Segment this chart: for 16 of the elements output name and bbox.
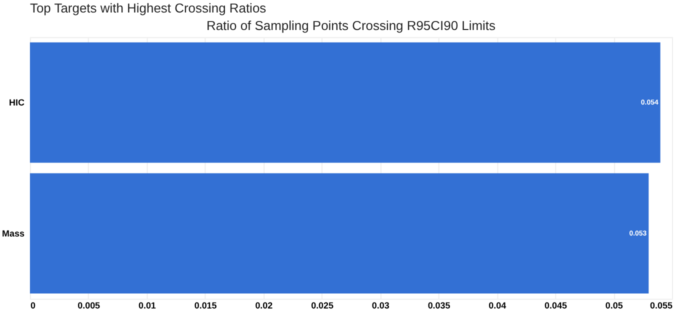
x-tick-label: 0.055: [650, 300, 673, 310]
x-tick-label: 0.03: [372, 300, 390, 310]
x-tick-label: 0.04: [488, 300, 506, 310]
x-tick-label: 0: [30, 300, 36, 310]
x-tick-label: 0.045: [544, 300, 568, 310]
x-tick-label: 0.01: [138, 300, 156, 310]
y-tick-label: Mass: [2, 228, 24, 238]
chart-subtitle: Ratio of Sampling Points Crossing R95CI90 Limits: [206, 18, 496, 34]
x-tick-label: 0.035: [428, 300, 450, 310]
x-tick-label: 0.015: [194, 300, 217, 310]
x-tick-label: 0.05: [605, 300, 623, 310]
chart-title: Top Targets with Highest Crossing Ratios: [30, 0, 267, 16]
x-tick-label: 0.025: [311, 300, 334, 310]
x-tick-label: 0.02: [255, 300, 273, 310]
y-tick-label: HIC: [9, 98, 25, 108]
x-tick-label: 0.005: [78, 300, 100, 310]
